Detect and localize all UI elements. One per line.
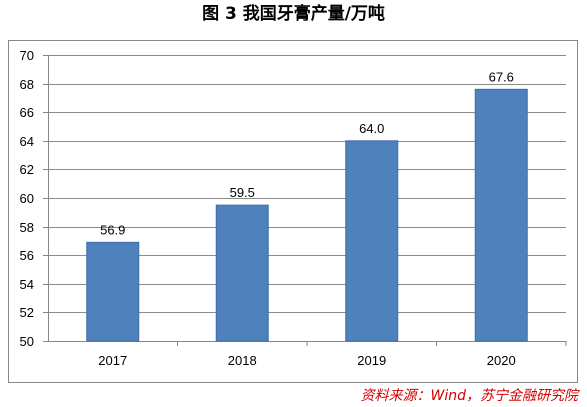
bar-2019 [345,140,399,342]
bar-2017 [86,241,140,342]
data-label-2017: 56.9 [100,222,125,237]
bar-2020 [474,88,528,342]
y-tick-label: 68 [20,77,34,92]
y-tick-label: 60 [20,191,34,206]
data-label-2019: 64.0 [359,121,384,136]
bar-2018 [215,204,269,342]
y-tick-label: 52 [20,305,34,320]
x-tick-label-2017: 2017 [98,353,127,368]
y-tick-label: 66 [20,105,34,120]
x-tick-label-2020: 2020 [487,353,516,368]
x-tick-label-2018: 2018 [228,353,257,368]
y-tick-label: 58 [20,220,34,235]
data-label-2020: 67.6 [489,69,514,84]
y-tick-label: 50 [20,334,34,349]
data-label-2018: 59.5 [230,185,255,200]
y-tick-label: 70 [20,48,34,63]
y-tick-label: 54 [20,277,34,292]
x-tick-label-2019: 2019 [357,353,386,368]
source-note: 资料来源：Wind，苏宁金融研究院 [360,388,579,404]
y-tick-label: 56 [20,248,34,263]
chart-title: 图 3 我国牙膏产量/万吨 [202,4,385,24]
y-tick-label: 64 [20,134,34,149]
y-tick-label: 62 [20,162,34,177]
